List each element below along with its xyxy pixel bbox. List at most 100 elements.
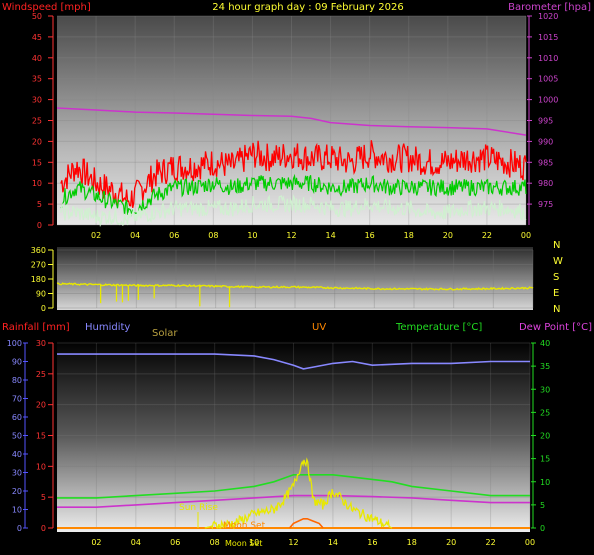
wind-ytick-2: 10 (32, 179, 42, 188)
temp-ytick-5: 25 (540, 408, 550, 417)
dir-ytick-1: 90 (36, 290, 46, 299)
direction-panel-bg (57, 247, 533, 310)
wind-xtick-2: 06 (169, 231, 179, 240)
wind-ytick-10: 50 (32, 12, 42, 21)
rain-ytick-4: 20 (36, 401, 46, 410)
wind-ytick-7: 35 (32, 75, 42, 84)
temp-ytick-7: 35 (540, 362, 550, 371)
baro-ytick-6: 1005 (538, 75, 558, 84)
compass-label-n-bottom: N (553, 304, 560, 315)
temp-xtick-7: 16 (367, 538, 377, 547)
temp-xtick-9: 20 (446, 538, 456, 547)
humidity-ytick-5: 50 (12, 432, 22, 441)
wind-ytick-6: 30 (32, 96, 42, 105)
wind-ytick-8: 40 (32, 54, 42, 63)
temp-xtick-8: 18 (407, 538, 417, 547)
barometer-axis-title: Barometer [hpa] (508, 2, 591, 13)
humidity-ytick-2: 20 (12, 487, 22, 496)
dir-ytick-0: 0 (41, 304, 46, 313)
wind-xtick-11: 00 (521, 231, 531, 240)
humidity-ytick-6: 60 (12, 413, 22, 422)
wind-xtick-6: 14 (325, 231, 335, 240)
temp-xtick-4: 10 (249, 538, 259, 547)
humidity-series (57, 353, 530, 370)
wind-ytick-5: 25 (32, 117, 42, 126)
temperature-series (57, 474, 530, 499)
temp-xtick-1: 04 (131, 538, 141, 547)
temp-xtick-11: 00 (525, 538, 535, 547)
wind-xtick-8: 18 (404, 231, 414, 240)
temp-ytick-0: 0 (540, 524, 545, 533)
temp-xtick-2: 06 (170, 538, 180, 547)
temp-xtick-5: 12 (288, 538, 298, 547)
uv-series (288, 518, 324, 529)
compass-label-e: E (553, 288, 559, 299)
compass-labels: N W S E N (553, 240, 563, 315)
baro-ytick-9: 1020 (538, 12, 558, 21)
wind-xtick-0: 02 (91, 231, 101, 240)
solar-series (204, 457, 393, 530)
rain-ytick-6: 30 (36, 339, 46, 348)
wind-xtick-3: 08 (208, 231, 218, 240)
axis-ticks: 0510152025303540455097598098599099510001… (7, 12, 559, 547)
wind-xtick-7: 16 (365, 231, 375, 240)
windspeed-axis-title: Windspeed [mph] (2, 2, 91, 13)
humidity-legend: Humidity (85, 322, 130, 333)
wind-xtick-5: 12 (286, 231, 296, 240)
temp-xtick-6: 14 (328, 538, 338, 547)
wind-xtick-1: 04 (130, 231, 140, 240)
compass-label-w: W (553, 256, 563, 267)
barometer-series (56, 107, 527, 136)
temp-ytick-1: 5 (540, 501, 545, 510)
rain-ytick-5: 25 (36, 370, 46, 379)
baro-ytick-5: 1000 (538, 96, 558, 105)
humidity-ytick-7: 70 (12, 395, 22, 404)
wind-ytick-0: 0 (37, 221, 42, 230)
chart-title: 24 hour graph day : 09 February 2026 (212, 2, 403, 13)
wind-ytick-4: 20 (32, 137, 42, 146)
dir-ytick-4: 360 (31, 246, 46, 255)
humidity-ytick-4: 40 (12, 450, 22, 459)
sun-rise-annotation: Sun Rise (179, 503, 218, 513)
rain-ytick-2: 10 (36, 462, 46, 471)
direction-series (56, 282, 534, 291)
humidity-ytick-9: 90 (12, 358, 22, 367)
temp-xtick-0: 02 (91, 538, 101, 547)
solar-legend: Solar (152, 328, 178, 339)
temp-ytick-2: 10 (540, 478, 550, 487)
humidity-ytick-8: 80 (12, 376, 22, 385)
wind-series-2 (60, 194, 527, 228)
temp-ytick-8: 40 (540, 339, 550, 348)
data-series (56, 107, 534, 530)
temperature-legend: Temperature [°C] (395, 322, 482, 333)
wind-series-0 (60, 140, 527, 209)
rain-ytick-0: 0 (41, 524, 46, 533)
wind-ytick-9: 45 (32, 33, 42, 42)
wind-ytick-1: 5 (37, 200, 42, 209)
temp-xtick-3: 08 (210, 538, 220, 547)
baro-ytick-1: 980 (538, 179, 553, 188)
baro-ytick-4: 995 (538, 117, 553, 126)
wind-ytick-3: 15 (32, 158, 42, 167)
temp-ytick-6: 30 (540, 385, 550, 394)
temp-ytick-4: 20 (540, 432, 550, 441)
compass-label-n-top: N (553, 240, 560, 251)
humidity-ytick-3: 30 (12, 469, 22, 478)
baro-ytick-8: 1015 (538, 33, 558, 42)
humidity-ytick-0: 0 (17, 524, 22, 533)
temp-xtick-10: 22 (485, 538, 495, 547)
dir-ytick-3: 270 (31, 261, 46, 270)
moon-set-annotation: Moon Set (223, 521, 266, 531)
dir-ytick-2: 180 (31, 275, 46, 284)
dewpoint-legend: Dew Point [°C] (519, 322, 592, 333)
humidity-ytick-1: 10 (12, 506, 22, 515)
dewpoint-series (57, 494, 530, 508)
humidity-ytick-10: 100 (7, 339, 22, 348)
compass-label-s: S (553, 272, 559, 283)
baro-ytick-7: 1010 (538, 54, 558, 63)
rain-ytick-1: 5 (41, 493, 46, 502)
uv-legend: UV (312, 322, 326, 333)
baro-ytick-0: 975 (538, 200, 553, 209)
